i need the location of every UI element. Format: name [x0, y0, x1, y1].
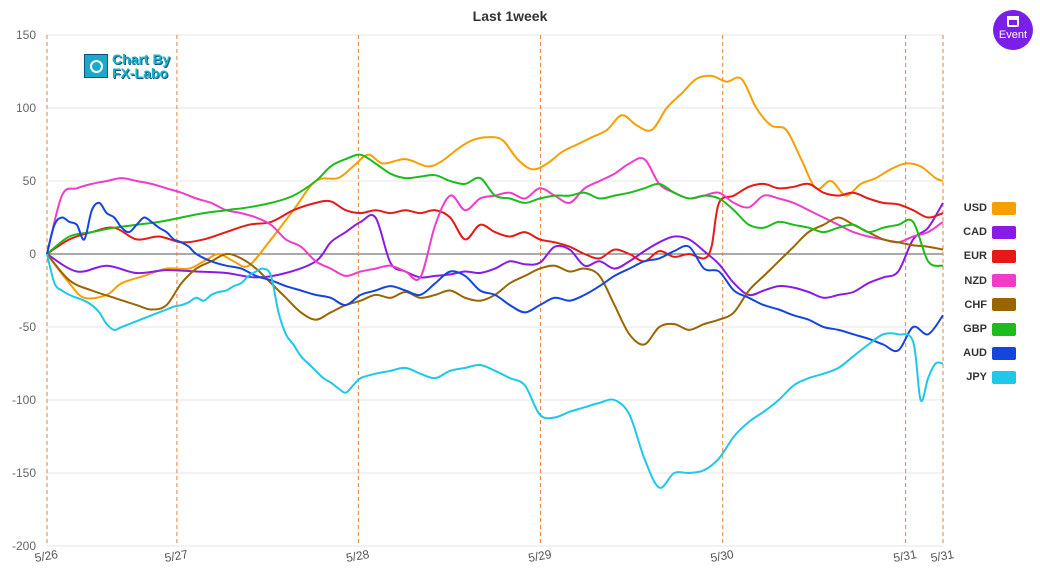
legend-label: GBP: [963, 323, 987, 336]
x-tick-label: 5/29: [527, 547, 553, 565]
logo-line1: Chart By: [112, 51, 171, 67]
logo-line2: FX-Labo: [112, 65, 168, 81]
series-line-cad: [46, 202, 944, 299]
y-tick-label: 50: [23, 174, 37, 188]
legend-item-gbp[interactable]: GBP: [955, 317, 1035, 341]
legend: USD CAD EUR NZD CHF GBP AUD JPY: [955, 196, 1035, 390]
y-grid: [47, 34, 943, 547]
x-tick-label: 5/30: [709, 547, 735, 565]
x-tick-label: 5/31: [930, 547, 956, 565]
x-tick-label: 5/31: [892, 547, 918, 565]
legend-label: CAD: [963, 226, 987, 239]
legend-item-jpy[interactable]: JPY: [955, 365, 1035, 389]
series-line-eur: [46, 182, 944, 263]
series-line-gbp: [46, 153, 944, 267]
series-line-usd: [46, 74, 944, 300]
y-tick-label: 100: [16, 101, 36, 115]
legend-item-nzd[interactable]: NZD: [955, 269, 1035, 293]
legend-item-usd[interactable]: USD: [955, 196, 1035, 220]
legend-label: JPY: [966, 371, 987, 384]
legend-swatch: [992, 225, 1016, 239]
y-tick-label: 150: [16, 28, 36, 42]
y-tick-label: 0: [29, 247, 36, 261]
x-axis: 5/26 5/27 5/28 5/29 5/30 5/31 5/31: [34, 547, 956, 565]
legend-item-cad[interactable]: CAD: [955, 220, 1035, 244]
event-button-label: Event: [998, 29, 1028, 41]
x-tick-label: 5/27: [164, 547, 190, 565]
series-line-jpy: [46, 253, 944, 489]
legend-label: EUR: [963, 250, 987, 263]
magnifier-chart-icon: [84, 54, 108, 78]
legend-swatch: [992, 346, 1016, 360]
y-tick-label: -200: [12, 539, 36, 553]
x-tick-label: 5/26: [34, 547, 60, 565]
series-line-aud: [46, 201, 944, 353]
legend-swatch: [992, 322, 1016, 336]
legend-item-aud[interactable]: AUD: [955, 341, 1035, 365]
event-button[interactable]: Event: [993, 10, 1033, 50]
legend-label: USD: [963, 202, 987, 215]
legend-swatch: [992, 274, 1016, 288]
y-axis: 150 100 50 0 -50 -100 -150 -200: [12, 28, 36, 553]
y-tick-label: -50: [19, 320, 37, 334]
legend-label: NZD: [964, 274, 987, 287]
legend-swatch: [992, 249, 1016, 263]
legend-label: AUD: [963, 347, 987, 360]
legend-swatch: [992, 201, 1016, 215]
legend-swatch: [992, 298, 1016, 312]
legend-swatch: [992, 370, 1016, 384]
y-tick-label: -150: [12, 466, 36, 480]
date-separators: [46, 35, 944, 546]
chart-title: Last 1week: [473, 8, 548, 24]
series-line-chf: [46, 216, 944, 346]
x-tick-label: 5/28: [345, 547, 371, 565]
calendar-icon: [1007, 16, 1019, 27]
legend-label: CHF: [964, 298, 987, 311]
legend-item-chf[interactable]: CHF: [955, 293, 1035, 317]
legend-item-eur[interactable]: EUR: [955, 244, 1035, 268]
series-lines: [46, 74, 944, 489]
y-tick-label: -100: [12, 393, 36, 407]
